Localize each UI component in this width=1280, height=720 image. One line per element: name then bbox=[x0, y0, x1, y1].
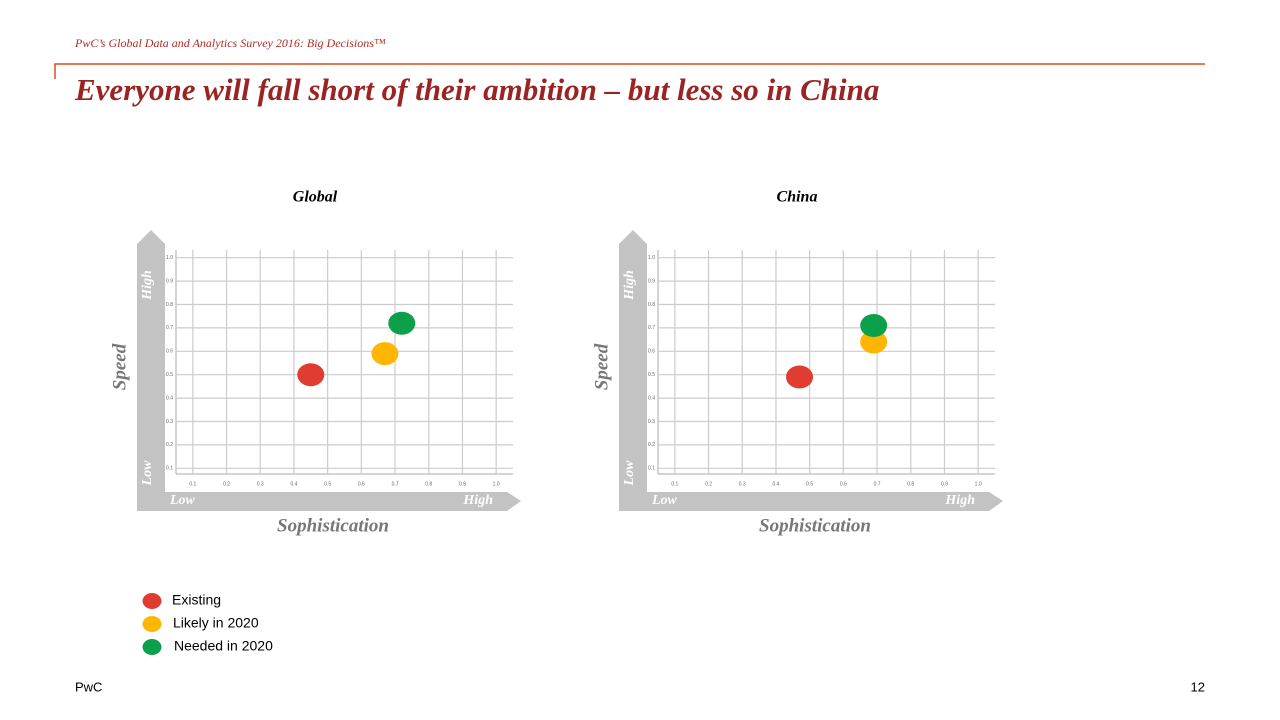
x-tick-label: 1.0 bbox=[975, 481, 982, 487]
y-tick-label: 0.3 bbox=[166, 419, 173, 425]
x-axis-arrow bbox=[137, 492, 521, 511]
legend-label: Existing bbox=[172, 592, 221, 608]
data-point bbox=[371, 342, 399, 366]
chart-title: China bbox=[777, 189, 818, 206]
y-tick-label: 0.7 bbox=[648, 325, 655, 331]
data-point bbox=[860, 314, 888, 338]
y-tick-label: 1.0 bbox=[648, 255, 655, 261]
x-axis-label: Sophistication bbox=[759, 515, 871, 536]
footer: PwC bbox=[75, 679, 102, 694]
x-tick-label: 0.4 bbox=[290, 481, 297, 487]
y-axis-low: Low bbox=[622, 460, 637, 487]
y-axis-high: High bbox=[622, 270, 637, 301]
y-tick-label: 0.4 bbox=[166, 395, 173, 401]
y-axis-arrow bbox=[619, 230, 647, 510]
page-number: 12 bbox=[1191, 679, 1205, 694]
legend-swatch bbox=[142, 593, 162, 609]
x-axis-high: High bbox=[462, 493, 493, 508]
y-tick-label: 0.6 bbox=[166, 349, 173, 355]
y-tick-label: 0.2 bbox=[648, 442, 655, 448]
x-tick-label: 0.3 bbox=[257, 481, 264, 487]
legend-label: Needed in 2020 bbox=[174, 638, 273, 654]
header: PwC’s Global Data and Analytics Survey 2… bbox=[74, 36, 386, 50]
x-tick-label: 0.2 bbox=[705, 481, 712, 487]
x-tick-label: 0.2 bbox=[223, 481, 230, 487]
x-axis-high: High bbox=[944, 493, 975, 508]
x-tick-label: 0.6 bbox=[358, 481, 365, 487]
data-point bbox=[388, 311, 416, 335]
y-axis-label: Speed bbox=[591, 343, 612, 390]
y-tick-label: 0.6 bbox=[648, 349, 655, 355]
x-tick-label: 0.5 bbox=[806, 481, 813, 487]
y-tick-label: 0.5 bbox=[166, 372, 173, 378]
x-axis-arrow bbox=[619, 492, 1003, 511]
y-axis-arrow bbox=[137, 230, 165, 510]
y-axis-label: Speed bbox=[109, 343, 130, 390]
y-tick-label: 0.8 bbox=[648, 302, 655, 308]
y-tick-label: 0.9 bbox=[648, 278, 655, 284]
data-point bbox=[297, 363, 325, 387]
y-axis-low: Low bbox=[140, 460, 155, 487]
legend-swatch bbox=[142, 616, 162, 632]
x-tick-label: 0.8 bbox=[425, 481, 432, 487]
x-tick-label: 1.0 bbox=[493, 481, 500, 487]
legend-label: Likely in 2020 bbox=[173, 615, 259, 631]
y-tick-label: 0.3 bbox=[648, 419, 655, 425]
x-axis-low: Low bbox=[651, 493, 678, 508]
x-tick-label: 0.6 bbox=[840, 481, 847, 487]
y-tick-label: 0.8 bbox=[166, 302, 173, 308]
y-tick-label: 1.0 bbox=[166, 255, 173, 261]
y-tick-label: 0.2 bbox=[166, 442, 173, 448]
y-tick-label: 0.4 bbox=[648, 395, 655, 401]
x-tick-label: 0.9 bbox=[459, 481, 466, 487]
header-rule bbox=[54, 63, 1205, 79]
y-tick-label: 0.5 bbox=[648, 372, 655, 378]
x-tick-label: 0.7 bbox=[874, 481, 881, 487]
x-tick-label: 0.9 bbox=[941, 481, 948, 487]
y-tick-label: 0.1 bbox=[648, 466, 655, 472]
x-tick-label: 0.1 bbox=[189, 481, 196, 487]
x-axis-label: Sophistication bbox=[277, 515, 389, 536]
y-tick-label: 0.1 bbox=[166, 466, 173, 472]
data-point bbox=[786, 365, 814, 389]
x-tick-label: 0.4 bbox=[772, 481, 779, 487]
title: Everyone will fall short of their ambiti… bbox=[74, 72, 879, 107]
x-tick-label: 0.7 bbox=[392, 481, 399, 487]
x-tick-label: 0.8 bbox=[907, 481, 914, 487]
data-point bbox=[860, 330, 888, 354]
x-axis-low: Low bbox=[169, 493, 196, 508]
y-axis-high: High bbox=[140, 270, 155, 301]
x-tick-label: 0.5 bbox=[324, 481, 331, 487]
legend-swatch bbox=[142, 639, 162, 655]
y-tick-label: 0.9 bbox=[166, 278, 173, 284]
x-tick-label: 0.1 bbox=[671, 481, 678, 487]
x-tick-label: 0.3 bbox=[739, 481, 746, 487]
y-tick-label: 0.7 bbox=[166, 325, 173, 331]
chart-title: Global bbox=[293, 189, 338, 206]
